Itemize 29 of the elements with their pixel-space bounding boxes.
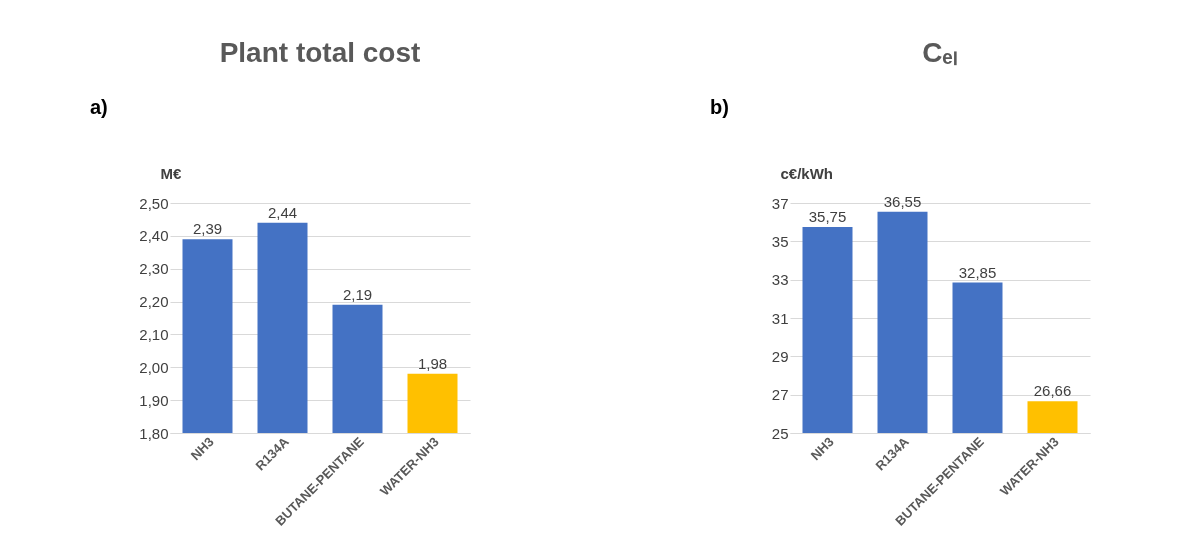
- data-label: 1,98: [417, 354, 448, 372]
- y-tick-label: 1,80: [139, 424, 169, 442]
- data-label: 2,39: [192, 220, 223, 238]
- y-tick-label: 1,90: [139, 391, 169, 409]
- text: a): [90, 96, 108, 118]
- y-tick-label: 33: [771, 271, 789, 289]
- y-tick-label: 29: [771, 347, 789, 365]
- y-tick-label: 2,40: [139, 227, 169, 245]
- y-tick-label: 25: [771, 424, 789, 442]
- y-axis-title: c€/kWh: [780, 164, 834, 182]
- chart-title: Cₑₗ: [922, 37, 958, 68]
- y-tick-label: 27: [771, 386, 789, 404]
- text: b): [710, 96, 729, 118]
- y-tick-label: 37: [771, 194, 789, 212]
- y-tick-label: 31: [771, 309, 789, 327]
- data-label: 36,55: [883, 192, 922, 210]
- chart-title: Plant total cost: [219, 37, 421, 68]
- y-tick-label: 2,00: [139, 358, 169, 376]
- data-label: 35,75: [808, 207, 847, 225]
- data-label: 32,85: [958, 263, 997, 281]
- y-axis-title: M€: [160, 164, 182, 182]
- y-tick-label: 2,50: [139, 194, 169, 212]
- data-label: 2,19: [342, 285, 373, 303]
- y-tick-label: 2,30: [139, 260, 169, 278]
- y-tick-label: 2,20: [139, 293, 169, 311]
- data-label: 26,66: [1033, 382, 1072, 400]
- y-tick-label: 2,10: [139, 325, 169, 343]
- y-tick-label: 35: [771, 232, 789, 250]
- data-label: 2,44: [267, 203, 298, 221]
